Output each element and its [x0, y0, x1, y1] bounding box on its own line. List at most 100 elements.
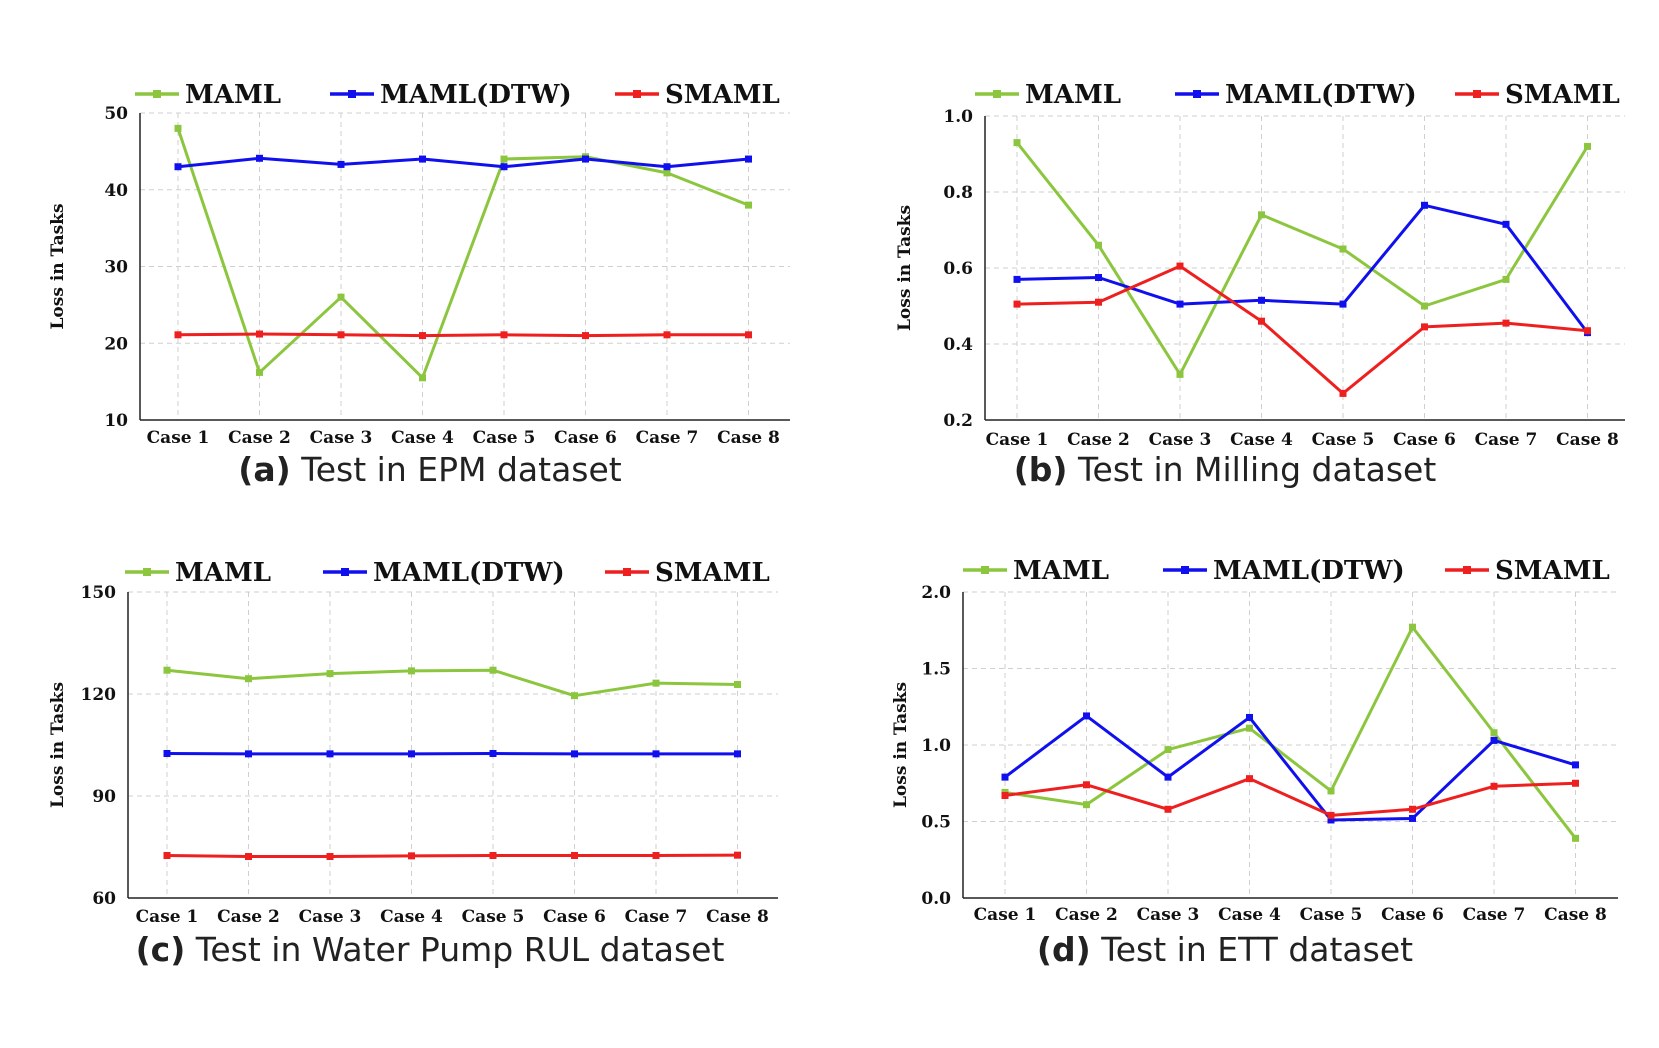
y-tick-label-b-1: 0.4	[943, 335, 973, 355]
chart-b: 0.2 0.4 0.6 0.8 1.0 Case 1 Case 2 Case 3 Case 4 C…	[895, 80, 1625, 450]
data-point-a-2-7	[745, 331, 752, 339]
legend-marker-c-2	[623, 568, 631, 576]
y-tick-label-a-0: 10	[104, 411, 128, 431]
data-point-c-0-3	[408, 667, 415, 675]
legend-marker-d-2	[1463, 566, 1471, 574]
data-point-c-0-5	[571, 692, 578, 700]
caption-text-c: Test in Water Pump RUL dataset	[195, 930, 725, 969]
x-tick-label-b-7: Case 8	[1556, 430, 1619, 450]
legend-label-b-2: SMAML	[1505, 80, 1620, 110]
x-tick-label-d-3: Case 4	[1218, 905, 1281, 925]
caption-a: (a) Test in EPM dataset	[180, 450, 680, 489]
x-tick-label-a-7: Case 8	[717, 428, 780, 448]
data-point-d-2-7	[1572, 779, 1579, 787]
data-point-c-1-5	[571, 750, 578, 758]
data-point-b-2-0	[1013, 300, 1021, 308]
y-tick-label-a-2: 30	[104, 258, 128, 278]
data-point-d-0-2	[1164, 746, 1172, 754]
data-point-a-1-6	[663, 163, 671, 171]
x-tick-label-d-2: Case 3	[1137, 905, 1200, 925]
data-point-c-2-0	[163, 852, 171, 859]
x-tick-label-c-2: Case 3	[299, 907, 362, 927]
x-tick-label-b-0: Case 1	[986, 430, 1049, 450]
data-point-c-1-7	[734, 750, 741, 758]
series-line-b-0	[1015, 141, 1589, 376]
data-point-b-1-5	[1421, 201, 1428, 209]
legend-label-c-1: MAML(DTW)	[373, 558, 565, 588]
series-line-c-2	[166, 853, 738, 859]
legend-label-d-2: SMAML	[1495, 556, 1610, 586]
data-point-a-2-2	[337, 331, 345, 339]
data-point-d-1-1	[1083, 712, 1090, 720]
x-tick-label-c-6: Case 7	[625, 907, 688, 927]
data-point-d-1-6	[1490, 736, 1498, 744]
data-point-b-1-0	[1013, 275, 1021, 283]
x-tick-label-b-1: Case 2	[1067, 430, 1130, 450]
data-point-a-0-7	[745, 201, 752, 209]
series-line-d-1	[1004, 714, 1576, 822]
x-tick-label-a-5: Case 6	[554, 428, 617, 448]
y-tick-label-c-1: 90	[92, 787, 116, 807]
x-tick-label-a-0: Case 1	[147, 428, 210, 448]
legend-marker-a-2	[633, 90, 641, 98]
legend-label-a-2: SMAML	[665, 80, 780, 110]
data-point-b-2-3	[1258, 317, 1265, 325]
x-tick-label-a-2: Case 3	[310, 428, 373, 448]
legend-marker-c-1	[341, 568, 349, 576]
y-tick-label-c-0: 60	[92, 889, 116, 909]
series-line-b-1	[1016, 203, 1589, 334]
y-tick-label-d-2: 1.0	[921, 736, 951, 756]
data-point-a-2-3	[419, 332, 426, 340]
y-tick-label-a-4: 50	[104, 104, 128, 124]
legend-label-b-0: MAML	[1025, 80, 1121, 110]
data-point-a-2-6	[663, 331, 671, 339]
data-point-d-1-4	[1327, 816, 1335, 824]
x-tick-label-a-6: Case 7	[636, 428, 699, 448]
data-point-c-2-1	[245, 853, 252, 861]
y-tick-label-d-0: 0.0	[921, 889, 951, 909]
chart-panel-b: 0.2 0.4 0.6 0.8 1.0 Case 1 Case 2 Case 3 Case 4 C…	[895, 80, 1625, 489]
x-tick-label-d-1: Case 2	[1055, 905, 1118, 925]
legend-marker-b-2	[1473, 90, 1481, 98]
legend-label-a-1: MAML(DTW)	[380, 80, 572, 110]
series-line-a-1	[177, 156, 749, 169]
data-point-a-1-3	[419, 155, 426, 163]
caption-tag-d: (d)	[1036, 930, 1091, 969]
data-point-c-1-2	[326, 750, 334, 758]
y-tick-label-b-2: 0.6	[943, 259, 973, 279]
data-point-b-1-1	[1095, 274, 1102, 281]
x-tick-label-a-3: Case 4	[391, 428, 454, 448]
series-line-a-2	[177, 332, 749, 338]
x-tick-label-d-6: Case 7	[1463, 905, 1526, 925]
data-point-d-2-5	[1409, 805, 1416, 813]
x-tick-label-c-4: Case 5	[462, 907, 525, 927]
data-point-d-0-6	[1490, 729, 1498, 737]
chart-c: 60 90 120 150 Case 1 Case 2 Case 3 Case 4 Case 5…	[48, 558, 778, 927]
data-point-c-2-2	[326, 853, 334, 861]
chart-panel-a: 10 20 30 40 50 Case 1 Case 2 Case 3 Case 4 Case 5…	[0, 0, 830, 524]
data-point-a-2-1	[256, 330, 263, 338]
caption-c: (c) Test in Water Pump RUL dataset	[130, 930, 730, 969]
data-point-a-2-4	[500, 331, 508, 339]
y-tick-label-b-0: 0.2	[943, 411, 973, 431]
legend-label-d-1: MAML(DTW)	[1213, 556, 1405, 586]
data-point-a-1-7	[745, 155, 752, 163]
data-point-c-0-2	[326, 670, 334, 678]
data-point-b-2-7	[1584, 327, 1591, 335]
data-point-a-0-0	[174, 124, 182, 132]
data-point-a-0-1	[256, 368, 263, 376]
x-tick-label-b-3: Case 4	[1230, 430, 1293, 450]
data-point-b-0-1	[1095, 241, 1102, 249]
legend-label-b-1: MAML(DTW)	[1225, 80, 1417, 110]
x-tick-label-a-4: Case 5	[473, 428, 536, 448]
data-point-a-2-0	[174, 331, 182, 339]
y-tick-label-a-1: 20	[104, 334, 128, 354]
data-point-c-0-7	[734, 680, 741, 688]
legend-label-c-2: SMAML	[655, 558, 770, 588]
data-point-a-1-1	[256, 154, 263, 162]
data-point-d-2-4	[1327, 811, 1335, 819]
data-point-a-1-4	[500, 163, 508, 171]
data-point-b-2-2	[1176, 262, 1184, 270]
data-point-b-0-3	[1258, 211, 1265, 219]
